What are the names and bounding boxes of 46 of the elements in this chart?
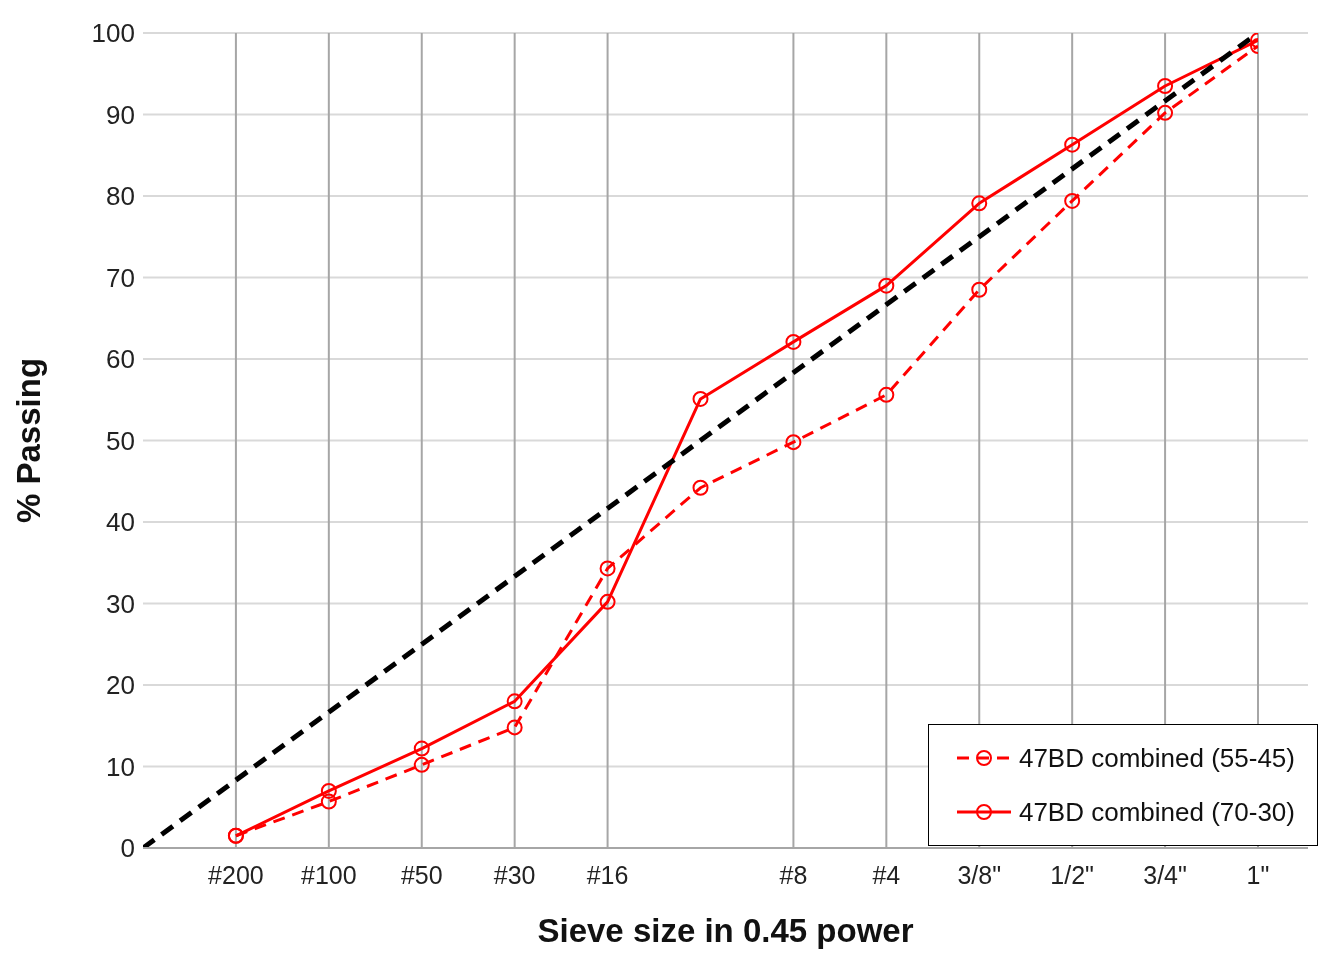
point bbox=[599, 560, 616, 577]
point bbox=[320, 793, 337, 810]
point bbox=[413, 756, 430, 773]
legend-label: 47BD combined (70-30) bbox=[1018, 796, 1295, 828]
y-tick-label: 100 bbox=[91, 18, 135, 49]
point bbox=[1064, 136, 1081, 153]
legend-label: 47BD combined (55-45) bbox=[1018, 742, 1295, 774]
point bbox=[506, 719, 523, 736]
point bbox=[692, 390, 709, 407]
point bbox=[1157, 104, 1174, 121]
point bbox=[1064, 192, 1081, 209]
y-axis-title: % Passing bbox=[9, 357, 47, 524]
point bbox=[413, 740, 430, 757]
x-tick-label: #8 bbox=[779, 861, 808, 889]
y-tick-label: 30 bbox=[106, 588, 135, 619]
point bbox=[785, 333, 802, 350]
point bbox=[692, 479, 709, 496]
point bbox=[599, 593, 616, 610]
y-tick-label: 10 bbox=[106, 751, 135, 782]
y-tick-label: 40 bbox=[106, 507, 135, 538]
point bbox=[971, 195, 988, 212]
x-tick-label: #50 bbox=[400, 861, 443, 889]
y-tick-label: 20 bbox=[106, 670, 135, 701]
x-tick-label: 3/8" bbox=[957, 861, 1002, 889]
y-tick-label: 0 bbox=[120, 833, 135, 864]
y-tick-label: 70 bbox=[106, 262, 135, 293]
x-tick-label: #16 bbox=[586, 861, 629, 889]
point bbox=[506, 693, 523, 710]
y-tick-label: 50 bbox=[106, 425, 135, 456]
y-tick-label: 90 bbox=[106, 99, 135, 130]
point bbox=[971, 281, 988, 298]
x-tick-label: #30 bbox=[493, 861, 536, 889]
point bbox=[1157, 77, 1174, 94]
y-tick-label: 60 bbox=[106, 344, 135, 375]
point bbox=[320, 782, 337, 799]
y-tick-label: 80 bbox=[106, 181, 135, 212]
x-tick-label: 1/2" bbox=[1050, 861, 1094, 889]
x-tick-label: #100 bbox=[301, 861, 357, 889]
x-tick-label: 1" bbox=[1246, 861, 1270, 889]
x-tick-label: #4 bbox=[872, 861, 901, 889]
x-tick-label: 3/4" bbox=[1143, 861, 1187, 889]
point bbox=[785, 434, 802, 451]
x-tick-label: #200 bbox=[208, 861, 264, 889]
point bbox=[878, 386, 895, 403]
point bbox=[878, 277, 895, 294]
x-axis-title: Sieve size in 0.45 power bbox=[537, 912, 914, 949]
